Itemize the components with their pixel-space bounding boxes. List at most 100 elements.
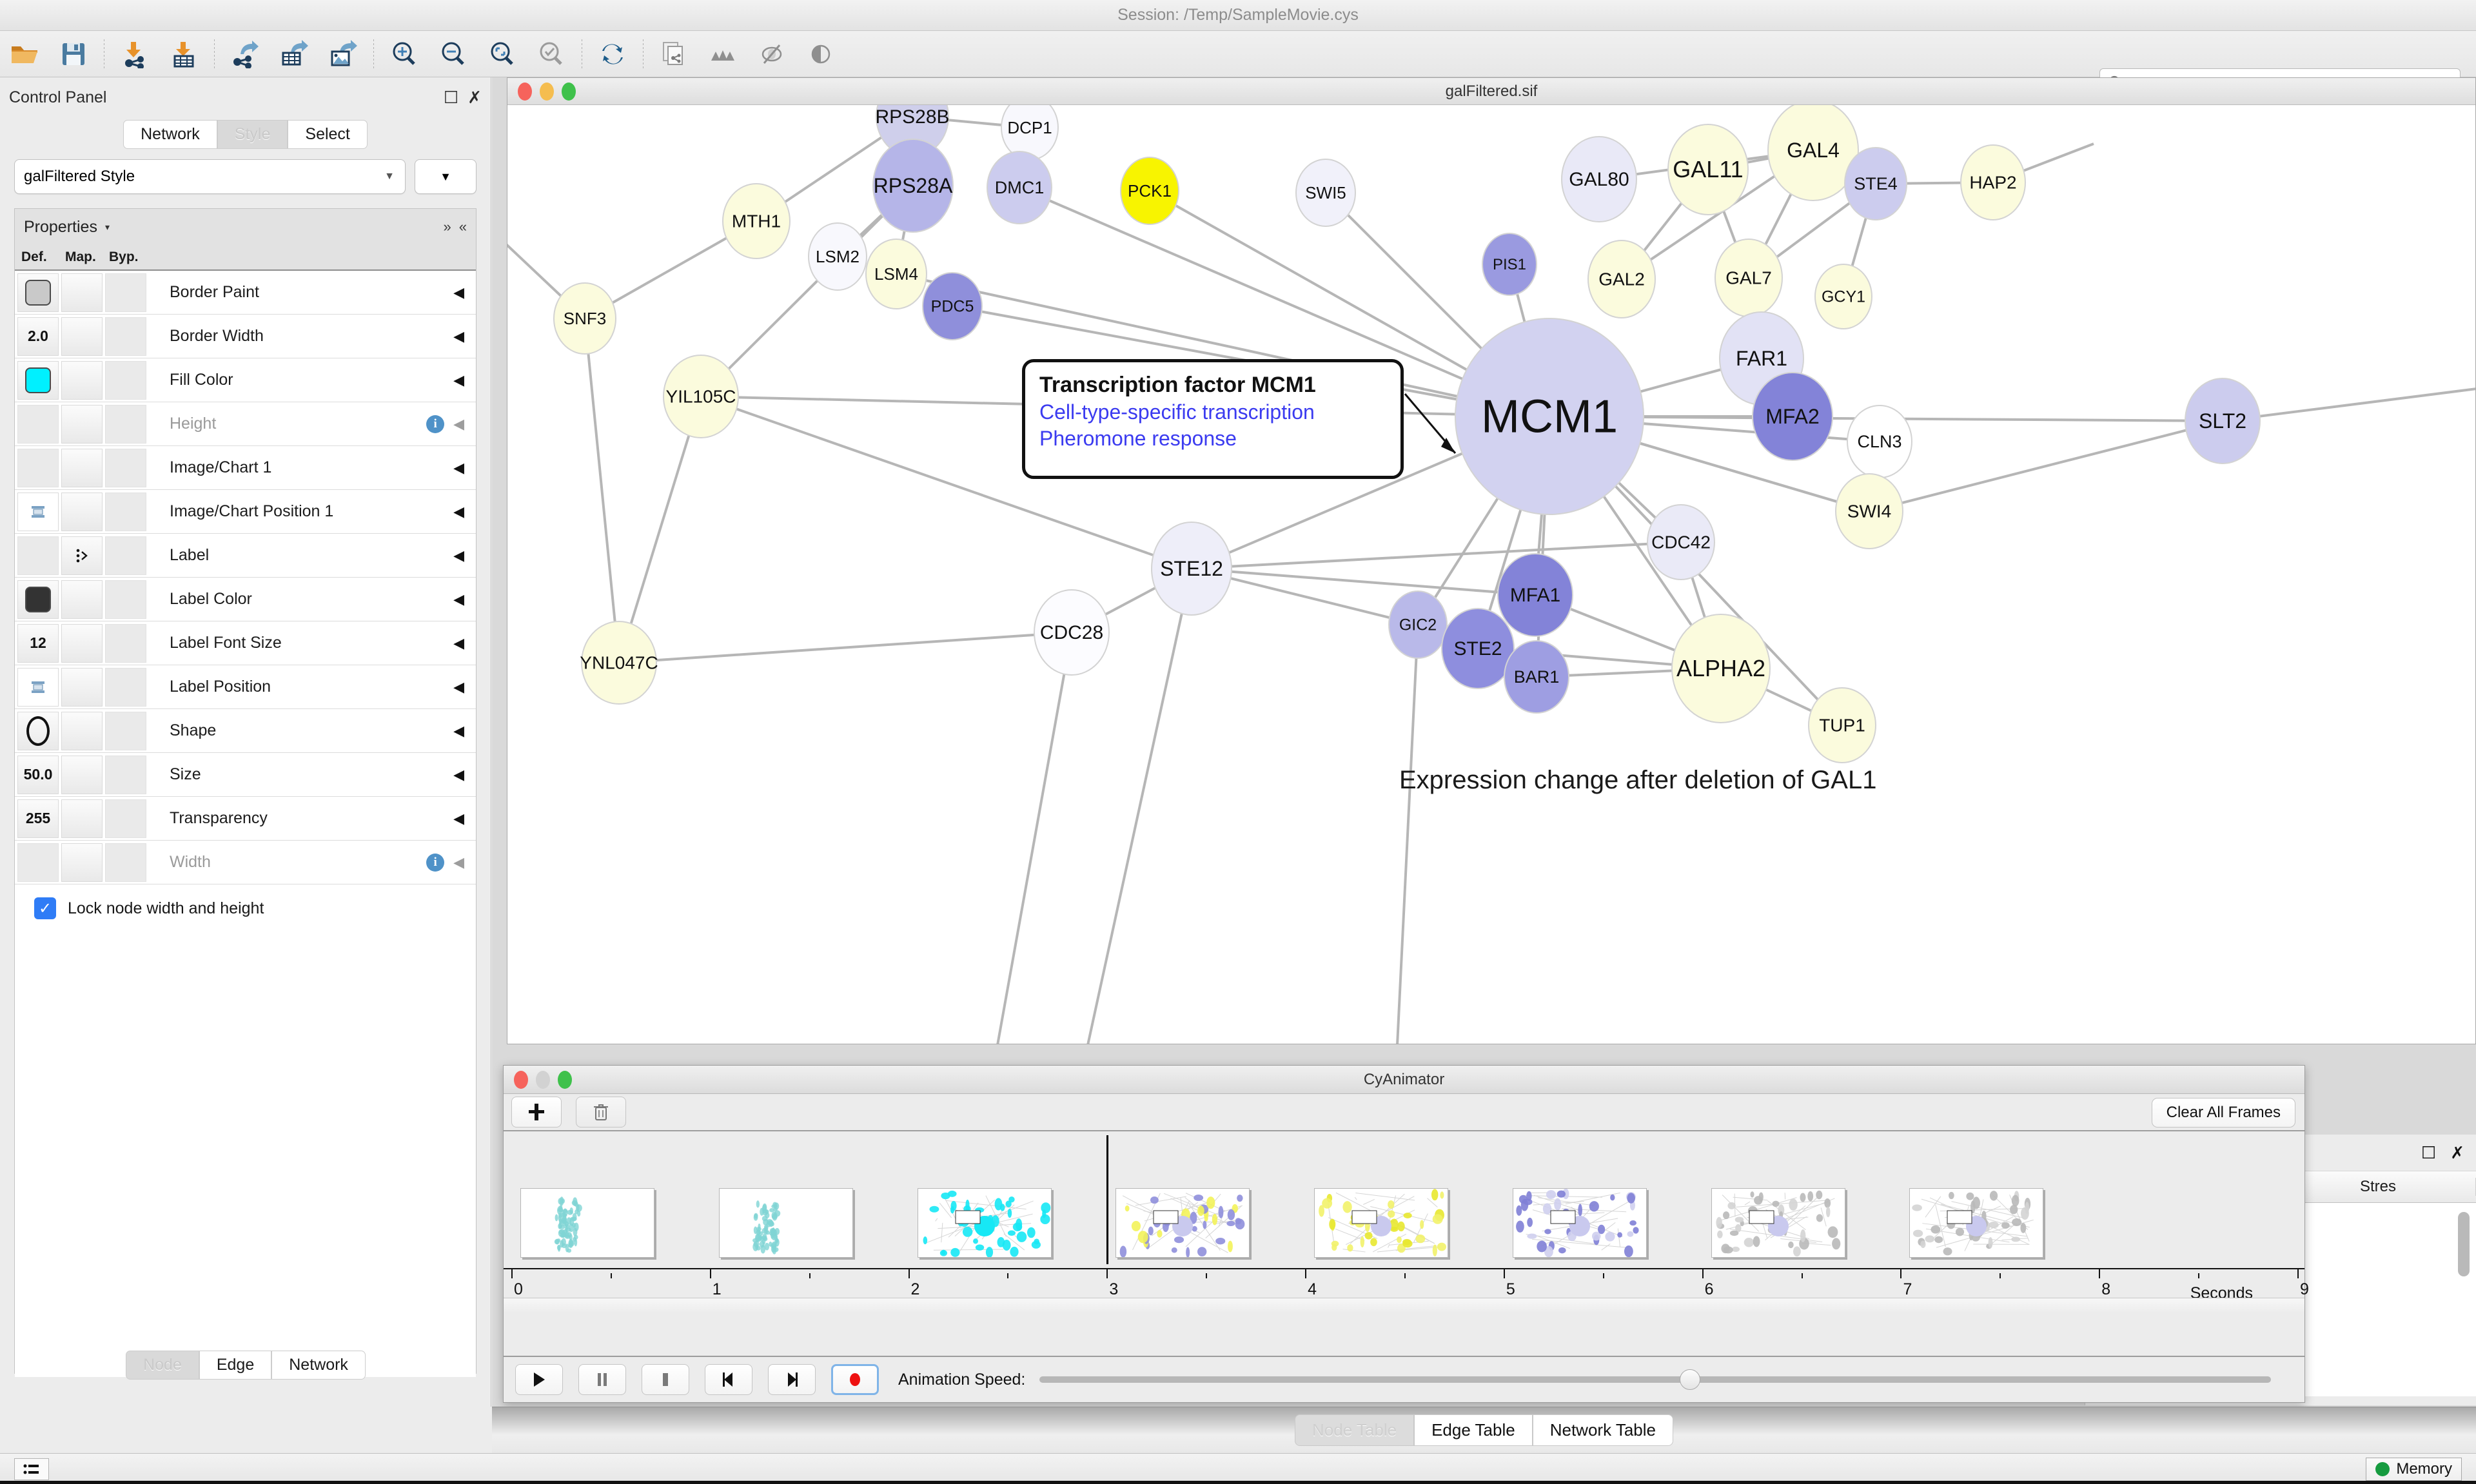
import-network-icon[interactable] [110, 34, 159, 74]
zoom-out-icon[interactable] [429, 34, 478, 74]
network-node[interactable]: PDC5 [922, 272, 983, 340]
cyanimator-close-button[interactable] [514, 1070, 528, 1089]
property-row[interactable]: Label Position ◀ [15, 665, 476, 709]
restore-icon[interactable]: ☐ [443, 87, 459, 107]
network-node[interactable]: GAL2 [1587, 240, 1656, 318]
info-icon[interactable]: i [426, 415, 445, 433]
table-scrollbar-thumb[interactable] [2458, 1212, 2470, 1276]
property-row[interactable]: 2.0 Border Width ◀ [15, 315, 476, 358]
property-default-value[interactable] [17, 711, 59, 750]
network-node[interactable]: MCM1 [1455, 318, 1644, 515]
property-bypass-value[interactable] [105, 448, 146, 487]
export-network-icon[interactable] [221, 34, 270, 74]
property-bypass-value[interactable] [105, 755, 146, 794]
property-bypass-value[interactable] [105, 580, 146, 619]
timeline-frame[interactable] [1314, 1188, 1449, 1258]
network-node[interactable]: MTH1 [722, 183, 791, 259]
network-node[interactable]: BAR1 [1504, 640, 1569, 714]
zoom-fit-icon[interactable] [478, 34, 527, 74]
window-minimize-button[interactable] [540, 82, 554, 101]
network-node[interactable]: STE12 [1151, 522, 1232, 616]
network-node[interactable]: CDC28 [1034, 589, 1110, 676]
cyanimator-zoom-button[interactable] [558, 1070, 572, 1089]
property-row[interactable]: Label Color ◀ [15, 578, 476, 621]
property-bypass-value[interactable] [105, 711, 146, 750]
property-default-value[interactable]: 12 [17, 623, 59, 663]
property-mapping-value[interactable] [61, 580, 103, 619]
tab-style[interactable]: Style [217, 120, 288, 149]
property-expand-arrow[interactable]: ◀ [453, 766, 464, 783]
network-node[interactable]: YIL105C [663, 355, 739, 438]
pause-button[interactable] [578, 1364, 626, 1395]
property-row[interactable]: Shape ◀ [15, 709, 476, 753]
network-node[interactable]: ALPHA2 [1671, 614, 1771, 723]
property-bypass-value[interactable] [105, 492, 146, 531]
property-row[interactable]: 12 Label Font Size ◀ [15, 621, 476, 665]
property-row[interactable]: 255 Transparency ◀ [15, 797, 476, 841]
lock-node-width-height-row[interactable]: ✓ Lock node width and height [15, 884, 476, 932]
property-row[interactable]: Label ◀ [15, 534, 476, 578]
tab-select[interactable]: Select [288, 120, 368, 149]
tab-node[interactable]: Node [126, 1351, 199, 1380]
property-default-value[interactable]: 2.0 [17, 317, 59, 356]
save-icon[interactable] [49, 34, 98, 74]
style-options-menu-button[interactable]: ▼ [415, 159, 477, 194]
property-mapping-value[interactable] [61, 799, 103, 838]
property-default-empty[interactable] [17, 843, 59, 882]
property-default-empty[interactable] [17, 404, 59, 444]
timeline-frame[interactable] [718, 1188, 853, 1258]
property-mapping-value[interactable] [61, 360, 103, 400]
lock-checkbox[interactable]: ✓ [34, 897, 56, 919]
tab-network[interactable]: Network [123, 120, 217, 149]
expand-all-icon[interactable]: « [458, 219, 467, 235]
property-bypass-value[interactable] [105, 360, 146, 400]
property-bypass-value[interactable] [105, 623, 146, 663]
network-node[interactable]: CDC42 [1647, 504, 1715, 580]
network-node[interactable]: DMC1 [987, 151, 1052, 224]
network-node[interactable]: TUP1 [1808, 687, 1876, 763]
property-default-value[interactable] [17, 492, 59, 531]
property-row[interactable]: Fill Color ◀ [15, 358, 476, 402]
tab-network-style[interactable]: Network [271, 1351, 366, 1380]
property-bypass-value[interactable] [105, 404, 146, 444]
property-expand-arrow[interactable]: ◀ [453, 415, 464, 432]
property-row[interactable]: Height i ◀ [15, 402, 476, 446]
property-expand-arrow[interactable]: ◀ [453, 854, 464, 870]
property-default-value[interactable] [17, 273, 59, 312]
timeline-playhead[interactable] [1106, 1135, 1109, 1264]
network-node[interactable]: DCP1 [1001, 105, 1059, 161]
property-row[interactable]: Image/Chart 1 ◀ [15, 446, 476, 490]
list-icon[interactable] [14, 1458, 49, 1480]
property-row[interactable]: 50.0 Size ◀ [15, 753, 476, 797]
clear-all-frames-button[interactable]: Clear All Frames [2151, 1098, 2295, 1128]
network-node[interactable]: SNF3 [553, 282, 616, 355]
network-node[interactable]: GAL80 [1561, 136, 1637, 222]
network-node[interactable]: SLT2 [2185, 378, 2261, 464]
property-mapping-value[interactable] [61, 536, 103, 575]
network-node[interactable]: GCY1 [1814, 264, 1872, 329]
add-frame-button[interactable] [511, 1097, 562, 1128]
property-mapping-value[interactable] [61, 623, 103, 663]
network-node[interactable]: PCK1 [1120, 157, 1179, 225]
property-expand-arrow[interactable]: ◀ [453, 371, 464, 388]
property-bypass-value[interactable] [105, 799, 146, 838]
network-node[interactable]: LSM4 [865, 239, 927, 309]
property-mapping-value[interactable] [61, 667, 103, 707]
property-mapping-value[interactable] [61, 404, 103, 444]
property-default-empty[interactable] [17, 536, 59, 575]
timeline-frame[interactable] [1115, 1188, 1250, 1258]
property-expand-arrow[interactable]: ◀ [453, 591, 464, 607]
network-node[interactable]: SWI4 [1835, 473, 1903, 549]
network-node[interactable]: GAL4 [1767, 105, 1859, 201]
property-expand-arrow[interactable]: ◀ [453, 327, 464, 344]
window-zoom-button[interactable] [562, 82, 576, 101]
network-node[interactable]: CLN3 [1847, 405, 1912, 478]
network-node[interactable]: GAL7 [1715, 239, 1783, 317]
property-mapping-value[interactable] [61, 448, 103, 487]
network-node[interactable]: PIS1 [1482, 233, 1537, 296]
record-button[interactable] [831, 1364, 879, 1395]
property-expand-arrow[interactable]: ◀ [453, 678, 464, 695]
animation-speed-slider[interactable] [1039, 1369, 2271, 1390]
property-bypass-value[interactable] [105, 273, 146, 312]
